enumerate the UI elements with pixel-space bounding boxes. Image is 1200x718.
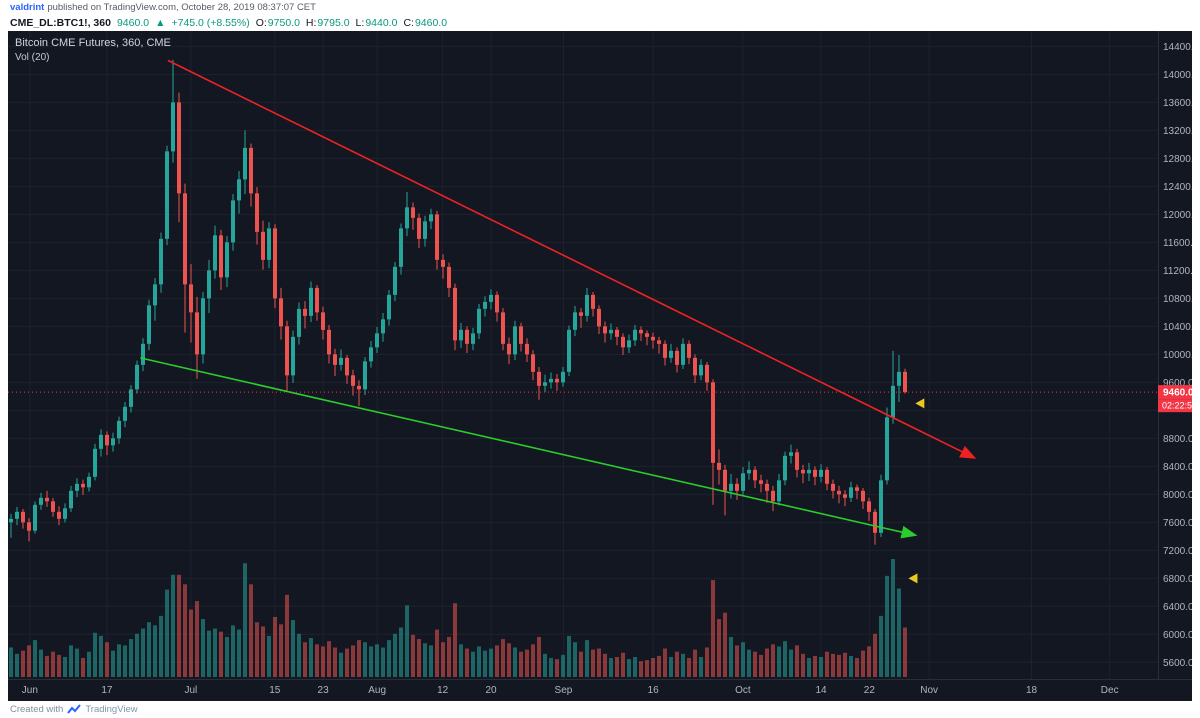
tradingview-logo-icon[interactable] xyxy=(67,704,82,715)
svg-text:6800.0: 6800.0 xyxy=(1163,574,1192,585)
symbol-name[interactable]: CME_DL:BTC1!, 360 xyxy=(10,17,111,29)
trendline-support[interactable] xyxy=(140,357,918,539)
change-up-arrow-icon: ▲ xyxy=(155,17,166,29)
svg-text:16: 16 xyxy=(648,685,660,696)
svg-text:8400.0: 8400.0 xyxy=(1163,462,1192,473)
publish-bar: valdrint published on TradingView.com, Oc… xyxy=(0,0,1200,15)
svg-text:10800.0: 10800.0 xyxy=(1163,294,1192,305)
svg-text:12800.0: 12800.0 xyxy=(1163,154,1192,165)
chart-canvas[interactable]: 14400.0 14000.0 13600.0 13200.0 12800.0 12400… xyxy=(8,31,1192,701)
arrow-marker-icon[interactable] xyxy=(915,398,925,409)
svg-text:12000.0: 12000.0 xyxy=(1163,210,1192,221)
svg-text:20: 20 xyxy=(485,685,497,696)
svg-text:Sep: Sep xyxy=(555,685,573,696)
svg-text:02:22:56: 02:22:56 xyxy=(1162,401,1192,411)
svg-text:14: 14 xyxy=(815,685,827,696)
header-last-price: 9460.0 xyxy=(116,17,150,29)
svg-text:7600.0: 7600.0 xyxy=(1163,518,1192,529)
svg-text:Oct: Oct xyxy=(735,685,751,696)
svg-text:Jun: Jun xyxy=(22,685,38,696)
svg-text:11200.0: 11200.0 xyxy=(1163,266,1192,277)
svg-text:17: 17 xyxy=(101,685,113,696)
arrow-marker-icon[interactable] xyxy=(908,573,918,584)
svg-text:Aug: Aug xyxy=(368,685,386,696)
svg-text:12: 12 xyxy=(437,685,449,696)
svg-text:13600.0: 13600.0 xyxy=(1163,98,1192,109)
svg-text:Nov: Nov xyxy=(920,685,938,696)
svg-text:Dec: Dec xyxy=(1101,685,1119,696)
svg-text:13200.0: 13200.0 xyxy=(1163,126,1192,137)
svg-text:12400.0: 12400.0 xyxy=(1163,182,1192,193)
grid-layer xyxy=(8,31,1158,679)
svg-text:14000.0: 14000.0 xyxy=(1163,70,1192,81)
close-value: C:9460.0 xyxy=(403,17,448,29)
svg-text:7200.0: 7200.0 xyxy=(1163,546,1192,557)
publish-text: published on TradingView.com, October 28… xyxy=(47,2,316,13)
svg-text:6000.0: 6000.0 xyxy=(1163,630,1192,641)
svg-text:15: 15 xyxy=(269,685,281,696)
svg-text:6400.0: 6400.0 xyxy=(1163,602,1192,613)
open-value: O:9750.0 xyxy=(255,17,300,29)
svg-text:10000.0: 10000.0 xyxy=(1163,350,1192,361)
username-link[interactable]: valdrint xyxy=(10,2,45,13)
chart-panel: 14400.0 14000.0 13600.0 13200.0 12800.0 12400… xyxy=(8,31,1192,701)
trendline-resistance[interactable] xyxy=(167,59,977,459)
last-price-label: 9460.0 xyxy=(1158,385,1192,400)
svg-text:5600.0: 5600.0 xyxy=(1163,658,1192,669)
svg-text:14400.0: 14400.0 xyxy=(1163,42,1192,53)
symbol-bar: CME_DL:BTC1!, 360 9460.0 ▲ +745.0 (+8.55… xyxy=(0,15,1200,31)
svg-text:9460.0: 9460.0 xyxy=(1163,388,1192,399)
volume-layer xyxy=(9,559,907,677)
bar-countdown: 02:22:56 xyxy=(1158,399,1192,413)
created-with-text: Created with xyxy=(10,704,64,715)
time-axis[interactable]: Jun 17 Jul 15 23 Aug 12 20 Sep 16 Oct 14 22 Nov 18 Dec xyxy=(22,685,1119,696)
svg-text:18: 18 xyxy=(1026,685,1038,696)
low-value: L:9440.0 xyxy=(355,17,398,29)
svg-text:8000.0: 8000.0 xyxy=(1163,490,1192,501)
svg-text:Jul: Jul xyxy=(184,685,197,696)
footer: Created with TradingView xyxy=(0,701,1200,718)
svg-text:8800.0: 8800.0 xyxy=(1163,434,1192,445)
svg-text:11600.0: 11600.0 xyxy=(1163,238,1192,249)
svg-text:9600.0: 9600.0 xyxy=(1163,378,1192,389)
svg-text:10400.0: 10400.0 xyxy=(1163,322,1192,333)
svg-text:22: 22 xyxy=(864,685,876,696)
price-axis[interactable]: 14400.0 14000.0 13600.0 13200.0 12800.0 12400… xyxy=(1163,42,1192,669)
tradingview-link[interactable]: TradingView xyxy=(85,704,138,715)
svg-text:23: 23 xyxy=(318,685,330,696)
high-value: H:9795.0 xyxy=(305,17,350,29)
price-change: +745.0 (+8.55%) xyxy=(171,17,250,29)
candles-layer xyxy=(9,59,907,545)
